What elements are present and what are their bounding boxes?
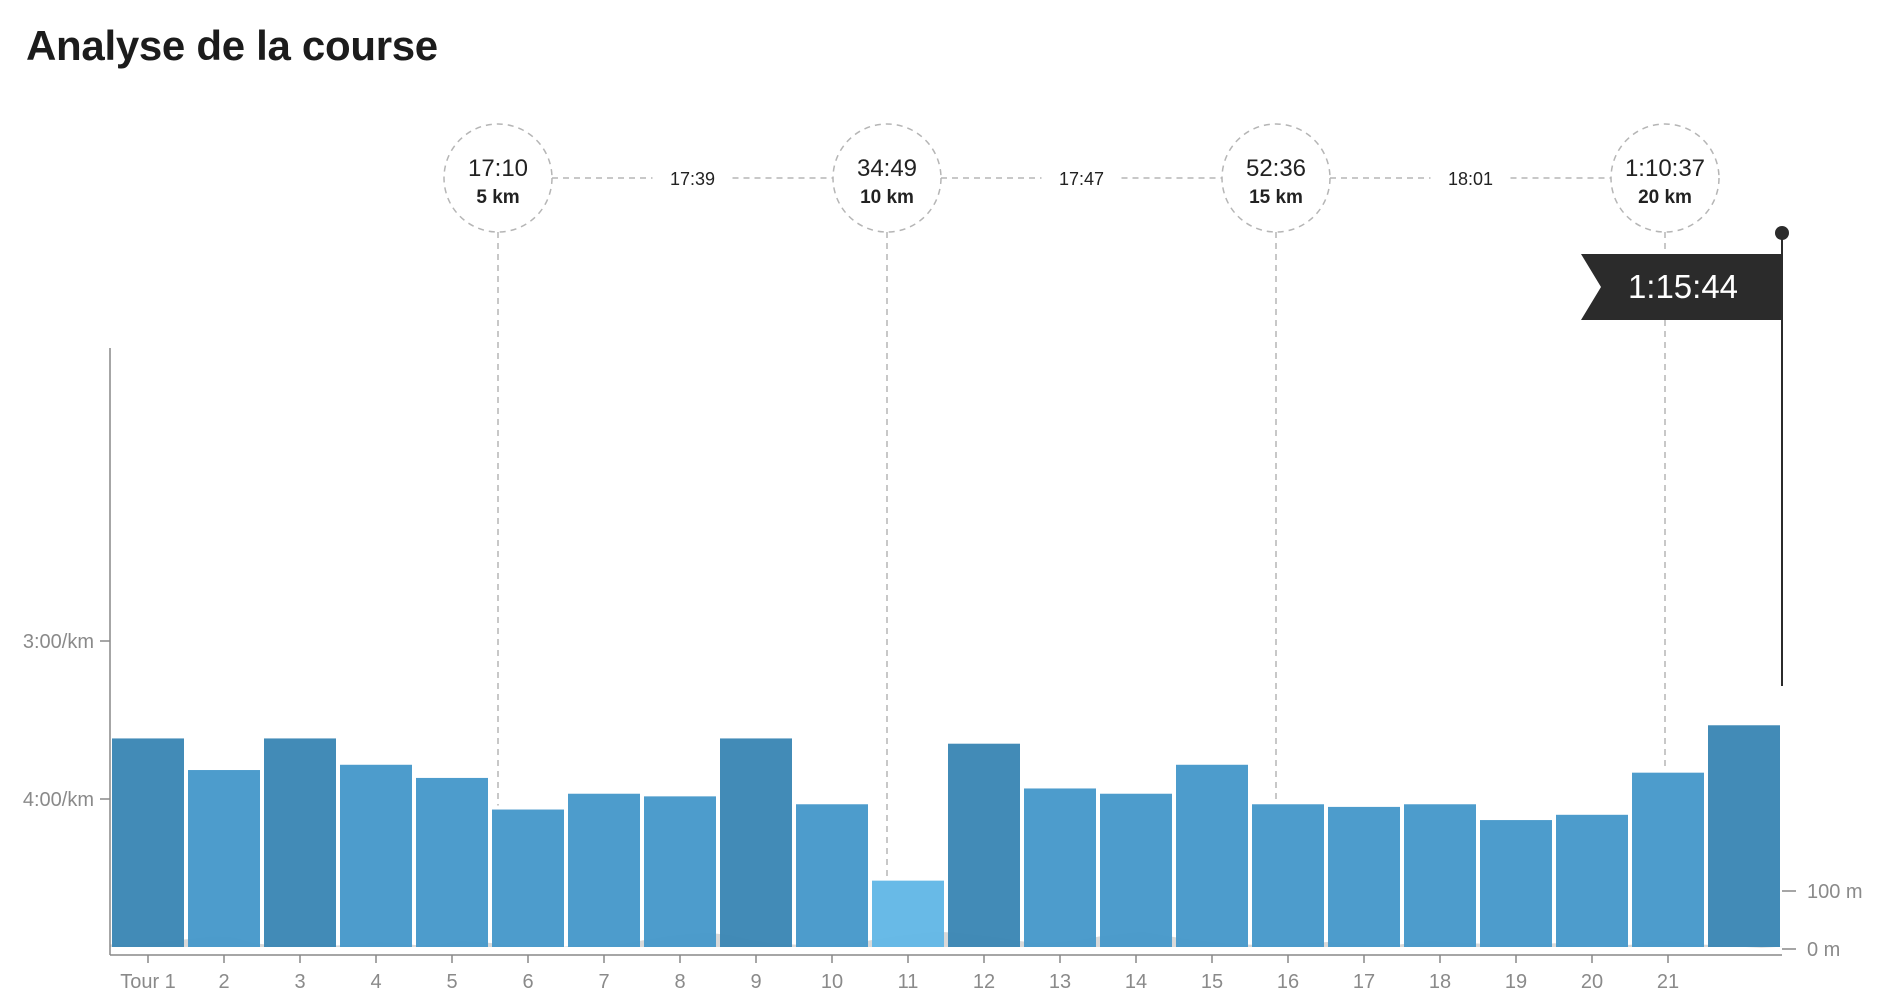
pace-bar [1632,772,1704,947]
pace-bar [1328,806,1400,947]
pace-bar [644,796,716,947]
pace-bar [492,809,564,947]
elevation-area [110,931,1782,948]
finish-flag [1581,254,1782,320]
segment-time-label: 17:47 [1059,169,1104,189]
x-tick-label: 14 [1125,971,1147,993]
pace-bar [1480,820,1552,947]
x-tick-label: 19 [1505,971,1527,993]
y-tick-label: 3:00/km [23,631,94,653]
split-distance-label: 15 km [1249,187,1303,208]
x-tick-label: 6 [522,971,533,993]
split-distance-label: 20 km [1638,187,1692,208]
x-tick-label: 3 [294,971,305,993]
x-tick-label: 17 [1353,971,1375,993]
x-tick-label: 7 [598,971,609,993]
finish-group: 1:15:44 [1581,226,1789,686]
pace-bar [1556,814,1628,947]
pace-bar [1708,725,1780,947]
x-tick-label: 21 [1657,971,1679,993]
splits-group: 17:10 5 km 34:49 10 km 52:36 15 km 1:10:37 20 k… [443,123,1720,877]
x-tick-label: 9 [750,971,761,993]
split-distance-label: 5 km [476,187,519,208]
pace-bar [948,743,1020,947]
finish-pole-top [1775,226,1789,240]
pace-bar [416,777,488,947]
pace-bar [1176,764,1248,947]
x-tick-label: 18 [1429,971,1451,993]
x-tick-label: 4 [370,971,381,993]
split-time-label: 1:10:37 [1625,155,1705,182]
pace-bar [188,770,260,947]
segment-time-label: 17:39 [670,169,715,189]
x-tick-label: 11 [898,971,919,993]
x-tick-label: 10 [821,971,843,993]
pace-bar [112,738,184,947]
split-distance-label: 10 km [860,187,914,208]
x-tick-label: 12 [973,971,995,993]
finish-time-label: 1:15:44 [1628,268,1738,305]
elevation-tick-label: 100 m [1807,881,1863,903]
x-tick-label: 13 [1049,971,1071,993]
pace-bar [340,764,412,947]
page-title: Analyse de la course [26,22,438,69]
pace-bar [1100,793,1172,947]
elevation-tick-label: 0 m [1807,939,1840,961]
x-tick-label: 8 [674,971,685,993]
pace-bar [1252,804,1324,947]
segment-time-label: 18:01 [1448,169,1493,189]
elevation-profile-group [110,931,1782,948]
pace-bar [872,880,944,947]
split-time-label: 52:36 [1246,155,1306,182]
x-tick-label: 5 [446,971,457,993]
axes-group: 3:00/km 4:00/km 100 m 0 m Tour 1 2 3 4 5 6 7 8 9 10 11… [23,348,1863,993]
pace-bar [720,738,792,947]
x-tick-label: 2 [218,971,229,993]
x-tick-label: 16 [1277,971,1299,993]
pace-bar [796,804,868,947]
pace-bar [1024,788,1096,947]
x-tick-label: Tour 1 [120,971,176,993]
x-tick-label: 15 [1201,971,1223,993]
y-tick-label: 4:00/km [23,789,94,811]
pace-bar [568,793,640,947]
bars-group [112,725,1780,947]
x-tick-label: 20 [1581,971,1603,993]
split-time-label: 34:49 [857,155,917,182]
pace-bar [264,738,336,947]
split-time-label: 17:10 [468,155,528,182]
pace-bar [1404,804,1476,947]
